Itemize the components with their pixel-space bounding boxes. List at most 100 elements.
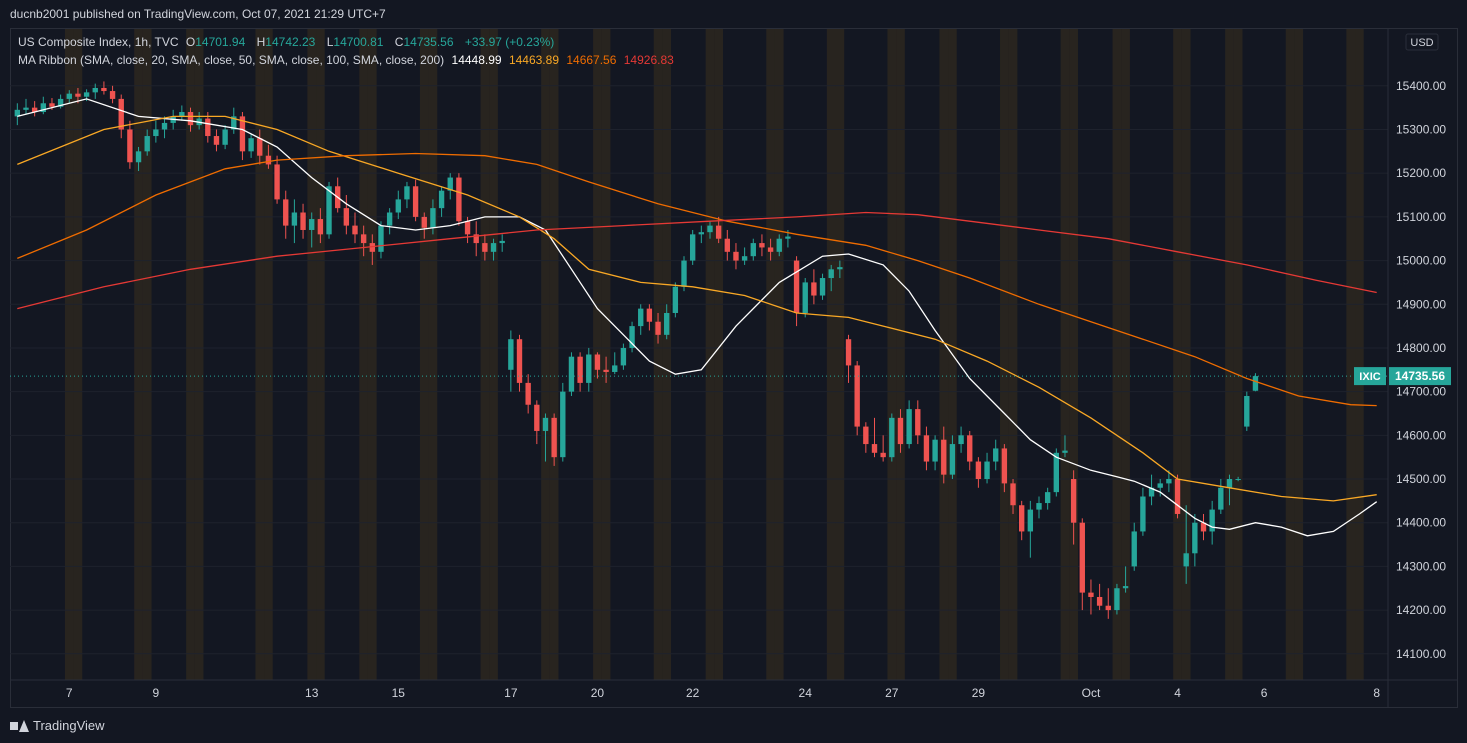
- candle-body: [1200, 522, 1207, 532]
- candle-body: [1235, 479, 1241, 481]
- candle-body: [525, 382, 531, 405]
- candle-body: [1226, 479, 1233, 488]
- y-tick-label: 15200.00: [1396, 166, 1446, 180]
- session-band: [316, 29, 325, 680]
- currency-box: [1405, 33, 1439, 51]
- session-band: [194, 29, 204, 680]
- session-band: [1173, 29, 1182, 680]
- session-band: [774, 29, 784, 680]
- session-band: [939, 29, 949, 680]
- tradingview-logo-icon: [10, 719, 29, 732]
- y-tick-label: 14300.00: [1396, 559, 1446, 573]
- last-price-badge: [1389, 367, 1451, 386]
- candle-body: [681, 260, 687, 287]
- candle-body: [620, 347, 627, 366]
- legend-o-label: O: [185, 35, 196, 49]
- x-tick-label: 15: [392, 686, 406, 700]
- candle-body: [586, 354, 592, 383]
- candle-body: [975, 461, 982, 480]
- candle-body: [274, 164, 280, 200]
- session-band: [549, 29, 559, 680]
- candle-body: [1131, 531, 1137, 567]
- candle-body: [1079, 522, 1085, 593]
- candle-body: [698, 232, 705, 235]
- candle-body: [265, 155, 272, 165]
- candle-body: [248, 138, 254, 152]
- candle-body: [785, 236, 791, 239]
- candle-body: [317, 219, 324, 235]
- candle-body: [767, 247, 774, 252]
- candle-body: [664, 312, 670, 335]
- candle-body: [109, 91, 116, 99]
- candle-body: [707, 225, 713, 233]
- candle-body: [672, 286, 679, 313]
- candle-body: [1244, 396, 1250, 427]
- candle-body: [456, 177, 462, 222]
- session-band: [73, 29, 83, 680]
- y-tick-label: 14800.00: [1396, 341, 1446, 355]
- legend-low: 14700.81: [333, 35, 384, 49]
- candle-body: [689, 234, 696, 261]
- candle-body: [724, 238, 730, 252]
- candle-body: [75, 93, 81, 97]
- tradingview-logo[interactable]: TradingView: [10, 718, 105, 733]
- candle-body: [603, 369, 609, 372]
- candle-body: [1114, 588, 1120, 611]
- candle-body: [49, 103, 55, 107]
- candle-body: [1027, 509, 1034, 532]
- candle-body: [837, 267, 843, 270]
- candle-body: [300, 212, 306, 230]
- candle-body: [1140, 496, 1146, 532]
- chart-frame[interactable]: [10, 28, 1458, 708]
- candle-body: [14, 109, 21, 117]
- candle-body: [1010, 483, 1016, 506]
- session-band: [1008, 29, 1018, 680]
- session-band: [653, 29, 663, 680]
- candle-body: [1174, 479, 1181, 514]
- x-tick-label: 8: [1373, 686, 1380, 700]
- candle-body: [412, 186, 419, 217]
- candle-body: [57, 98, 64, 107]
- session-band: [1000, 29, 1009, 680]
- candle-body: [889, 417, 895, 458]
- legend-change: +33.97 (+0.23%): [464, 35, 555, 49]
- candle-body: [759, 243, 765, 248]
- candle-body: [1183, 553, 1189, 567]
- x-tick-label: 6: [1261, 686, 1268, 700]
- candle-body: [811, 282, 817, 296]
- ma20-value: 14448.99: [451, 53, 502, 67]
- candle-body: [932, 439, 938, 462]
- session-band: [835, 29, 845, 680]
- candle-body: [594, 354, 601, 370]
- candle-body: [508, 339, 514, 370]
- candle-body: [161, 122, 168, 130]
- session-band: [541, 29, 550, 680]
- candle-body: [144, 136, 150, 152]
- legend-open: 14701.94: [195, 35, 246, 49]
- candle-body: [776, 238, 782, 252]
- candle-body: [499, 240, 505, 244]
- x-tick-label: 24: [799, 686, 813, 700]
- candle-body: [949, 444, 956, 475]
- candle-body: [534, 404, 540, 431]
- session-band: [255, 29, 265, 680]
- candle-body: [1218, 487, 1224, 510]
- legend-title: US Composite Index, 1h, TVC: [18, 35, 179, 49]
- candle-body: [179, 112, 185, 117]
- session-band: [826, 29, 836, 680]
- candle-body: [897, 417, 904, 445]
- candle-body: [352, 225, 358, 235]
- candle-body: [845, 339, 852, 366]
- candle-body: [967, 435, 973, 462]
- candle-body: [231, 116, 237, 130]
- ohlc-legend: US Composite Index, 1h, TVC O14701.94 H1…: [18, 35, 558, 49]
- candle-body: [715, 225, 722, 239]
- candle-body: [1044, 492, 1051, 504]
- y-tick-label: 14400.00: [1396, 516, 1446, 530]
- session-band: [359, 29, 368, 680]
- candle-body: [863, 426, 869, 445]
- y-tick-label: 14100.00: [1396, 647, 1446, 661]
- x-tick-label: 27: [885, 686, 899, 700]
- candle-body: [482, 243, 488, 252]
